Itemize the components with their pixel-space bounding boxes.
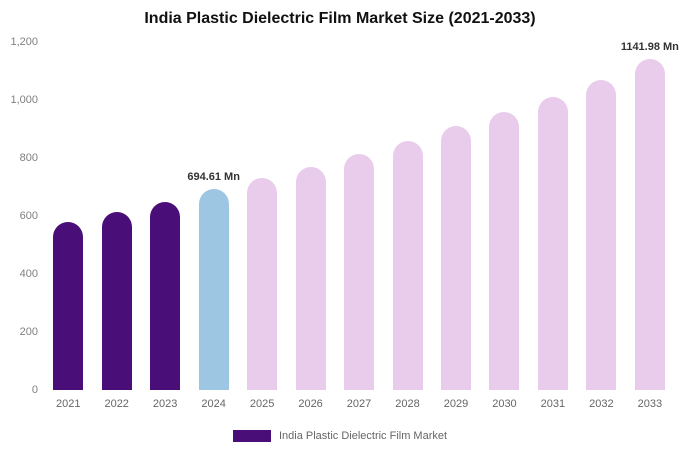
- bar-2030: [489, 111, 520, 390]
- bar-2031: [537, 97, 568, 390]
- bar-column-2024: 694.61 Mn 2024: [187, 42, 240, 410]
- bar-column-2028: 2028: [383, 42, 431, 410]
- legend-label: India Plastic Dielectric Film Market: [278, 430, 448, 442]
- x-axis-label-2025: 2025: [249, 398, 275, 410]
- bar-2033: [634, 58, 665, 390]
- x-axis-label-2023: 2023: [152, 398, 178, 410]
- bar-2029: [440, 126, 471, 390]
- y-tick-label: 800: [19, 152, 38, 164]
- x-axis-label-2030: 2030: [492, 398, 517, 410]
- x-axis-label-2028: 2028: [395, 398, 420, 410]
- bar-2025: [247, 178, 278, 390]
- bar-2032: [586, 79, 617, 390]
- legend: India Plastic Dielectric Film Market: [0, 430, 680, 442]
- bar-value-label-2033: 1141.98 Mn: [620, 40, 679, 53]
- bar-column-2032: 2032: [577, 42, 625, 410]
- bar-2027: [344, 153, 375, 390]
- y-tick-label: 400: [19, 268, 38, 280]
- bar-column-2029: 2029: [432, 42, 480, 410]
- bar-value-label-2024: 694.61 Mn: [187, 170, 240, 183]
- y-tick-label: 1,200: [10, 36, 38, 48]
- x-axis-label-2029: 2029: [443, 398, 469, 410]
- y-tick-label: 200: [19, 326, 38, 338]
- bar-column-2025: 2025: [238, 42, 286, 410]
- bar-2021: [53, 221, 84, 390]
- x-axis-label-2026: 2026: [298, 398, 323, 410]
- chart-title: India Plastic Dielectric Film Market Siz…: [144, 10, 536, 27]
- bar-2024: [198, 188, 229, 390]
- bar-2028: [392, 140, 423, 390]
- bar-2026: [295, 166, 326, 390]
- bar-column-2027: 2027: [335, 42, 383, 410]
- y-tick-label: 0: [31, 384, 38, 396]
- plot-area: 2021 2022 2023 694.61 Mn 2024 2025 2026 2027 202…: [44, 41, 679, 410]
- x-axis-label-2022: 2022: [104, 398, 129, 410]
- bar-column-2026: 2026: [286, 42, 334, 410]
- x-axis-label-2027: 2027: [346, 398, 372, 410]
- bar-column-2031: 2031: [529, 42, 577, 410]
- bar-column-2033: 1141.98 Mn 2033: [621, 41, 679, 410]
- bar-2022: [101, 211, 132, 390]
- x-axis-label-2021: 2021: [55, 398, 81, 410]
- y-axis: 0 200 400 600 800 1,000 1,200: [0, 36, 38, 396]
- y-tick-label: 1,000: [10, 94, 38, 106]
- bar-column-2023: 2023: [141, 42, 189, 410]
- bar-column-2021: 2021: [44, 42, 92, 410]
- x-axis-label-2031: 2031: [540, 398, 566, 410]
- bar-2023: [150, 201, 181, 390]
- legend-swatch: [232, 430, 271, 442]
- y-tick-label: 600: [19, 210, 38, 222]
- bar-column-2022: 2022: [92, 42, 140, 410]
- x-axis-label-2033: 2033: [637, 398, 663, 410]
- bar-column-2030: 2030: [480, 42, 528, 410]
- x-axis-label-2032: 2032: [589, 398, 614, 410]
- x-axis-label-2024: 2024: [201, 398, 226, 410]
